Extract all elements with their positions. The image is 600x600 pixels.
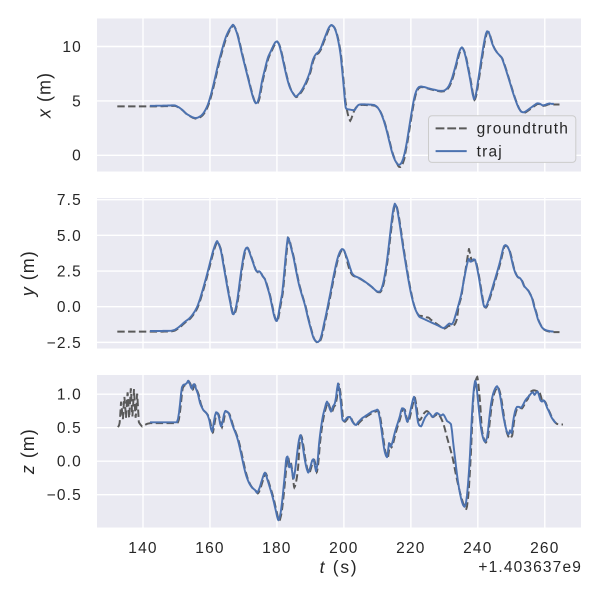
svg-text:x (m): x (m)	[35, 72, 55, 119]
svg-text:220: 220	[396, 540, 425, 557]
svg-text:traj: traj	[477, 143, 503, 160]
svg-text:0: 0	[72, 148, 82, 165]
svg-text:10: 10	[62, 39, 82, 56]
svg-text:−0.5: −0.5	[47, 487, 82, 504]
svg-text:z (m): z (m)	[18, 428, 38, 475]
svg-text:y (m): y (m)	[18, 250, 38, 298]
svg-text:0.5: 0.5	[57, 420, 82, 437]
svg-text:5: 5	[72, 93, 82, 110]
svg-text:0.0: 0.0	[57, 299, 82, 316]
svg-text:1.0: 1.0	[57, 387, 82, 404]
svg-text:260: 260	[530, 540, 559, 557]
svg-text:200: 200	[329, 540, 358, 557]
svg-text:−2.5: −2.5	[47, 335, 82, 352]
svg-text:+1.403637e9: +1.403637e9	[478, 559, 582, 576]
svg-text:7.5: 7.5	[57, 192, 82, 209]
svg-text:180: 180	[262, 540, 291, 557]
svg-text:5.0: 5.0	[57, 228, 82, 245]
svg-text:140: 140	[128, 540, 157, 557]
svg-text:groundtruth: groundtruth	[477, 121, 569, 138]
svg-text:240: 240	[463, 540, 492, 557]
svg-text:0.0: 0.0	[57, 454, 82, 471]
svg-text:160: 160	[195, 540, 224, 557]
svg-text:t (s): t (s)	[320, 557, 359, 577]
svg-text:2.5: 2.5	[57, 263, 82, 280]
